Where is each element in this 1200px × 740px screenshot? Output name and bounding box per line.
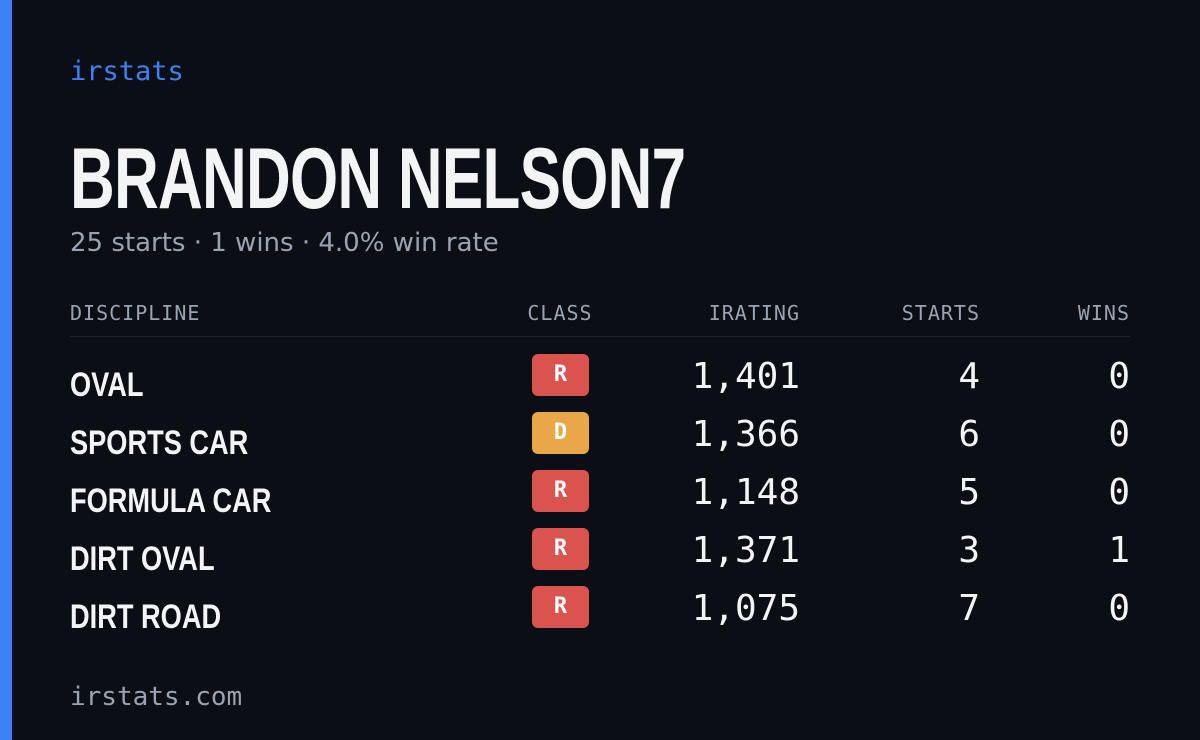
accent-bar xyxy=(0,0,12,740)
class-badge: R xyxy=(532,586,589,628)
wins: 0 xyxy=(1108,414,1130,455)
irating: 1,401 xyxy=(691,356,800,397)
wins: 0 xyxy=(1108,472,1130,513)
brand: irstats xyxy=(70,56,184,87)
starts: 3 xyxy=(958,530,980,571)
irating: 1,148 xyxy=(691,472,800,513)
discipline: FORMULA CAR xyxy=(70,482,272,520)
class-badge: R xyxy=(532,470,589,512)
wins: 1 xyxy=(1108,530,1130,571)
starts: 4 xyxy=(958,356,980,397)
irating: 1,371 xyxy=(691,530,800,571)
starts: 7 xyxy=(958,588,980,629)
starts: 6 xyxy=(958,414,980,455)
column-header: DISCIPLINE xyxy=(70,301,201,325)
discipline: SPORTS CAR xyxy=(70,424,249,462)
wins: 0 xyxy=(1108,588,1130,629)
discipline: DIRT ROAD xyxy=(70,598,222,636)
column-header: STARTS xyxy=(901,301,980,325)
starts: 5 xyxy=(958,472,980,513)
column-header: WINS xyxy=(1077,301,1130,325)
irating: 1,075 xyxy=(691,588,800,629)
class-badge: R xyxy=(532,354,589,396)
class-badge: D xyxy=(532,412,589,454)
irating: 1,366 xyxy=(691,414,800,455)
column-header: IRATING xyxy=(708,301,800,325)
wins: 0 xyxy=(1108,356,1130,397)
class-badge: R xyxy=(532,528,589,570)
discipline: DIRT OVAL xyxy=(70,540,215,578)
summary: 25 starts · 1 wins · 4.0% win rate xyxy=(70,228,499,258)
discipline: OVAL xyxy=(70,366,144,404)
column-header: CLASS xyxy=(527,301,593,325)
divider xyxy=(70,336,1130,337)
footer: irstats.com xyxy=(70,682,243,712)
player-name: BRANDON NELSON7 xyxy=(70,131,686,227)
